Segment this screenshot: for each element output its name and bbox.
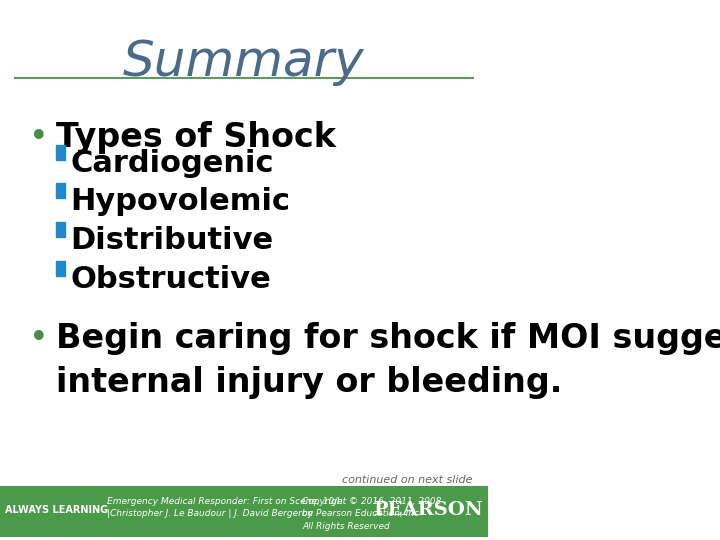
Text: •: • <box>30 322 49 355</box>
FancyBboxPatch shape <box>0 486 487 537</box>
Bar <box>56 260 65 275</box>
Text: Hypovolemic: Hypovolemic <box>71 187 291 217</box>
Text: Distributive: Distributive <box>71 226 274 255</box>
Text: Types of Shock: Types of Shock <box>56 121 336 154</box>
Text: PEARSON: PEARSON <box>373 501 482 519</box>
Bar <box>56 145 65 159</box>
Text: Begin caring for shock if MOI suggests
internal injury or bleeding.: Begin caring for shock if MOI suggests i… <box>56 322 720 399</box>
Text: ALWAYS LEARNING: ALWAYS LEARNING <box>5 505 108 515</box>
Text: Copyright © 2016, 2011, 2008
by Pearson Education, Inc
All Rights Reserved: Copyright © 2016, 2011, 2008 by Pearson … <box>302 497 441 531</box>
Text: continued on next slide: continued on next slide <box>343 475 473 485</box>
Bar <box>56 183 65 198</box>
Text: Emergency Medical Responder: First on Scene, 10/e
|Christopher J. Le Baudour | J: Emergency Medical Responder: First on Sc… <box>107 497 343 518</box>
Text: Summary: Summary <box>123 38 364 86</box>
Text: Obstructive: Obstructive <box>71 265 271 294</box>
Text: •: • <box>30 121 49 154</box>
Text: Cardiogenic: Cardiogenic <box>71 149 274 178</box>
Bar <box>56 222 65 237</box>
